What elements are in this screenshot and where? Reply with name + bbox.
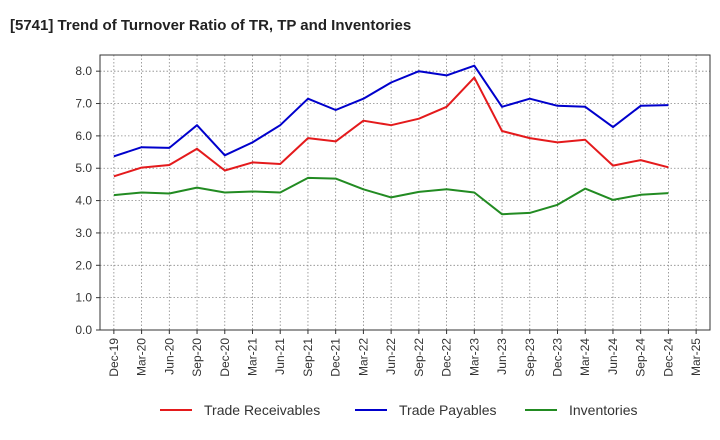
x-tick-label: Sep-24 — [634, 338, 648, 377]
x-tick-label: Dec-20 — [218, 338, 232, 377]
x-tick-label: Dec-22 — [440, 338, 454, 377]
legend-label: Trade Payables — [399, 402, 497, 418]
x-tick-label: Mar-22 — [356, 338, 370, 376]
y-tick-label: 2.0 — [75, 258, 92, 272]
x-tick-label: Mar-23 — [467, 338, 481, 376]
legend-label: Trade Receivables — [204, 402, 320, 418]
y-tick-label: 6.0 — [75, 129, 92, 143]
x-tick-label: Sep-22 — [412, 338, 426, 377]
x-tick-label: Sep-21 — [301, 338, 315, 377]
x-tick-label: Jun-20 — [162, 338, 176, 375]
x-tick-label: Jun-21 — [273, 338, 287, 375]
series-line-trade-payables — [113, 64, 669, 158]
x-tick-label: Mar-20 — [135, 338, 149, 376]
legend-label: Inventories — [569, 402, 637, 418]
plot-frame — [99, 54, 711, 331]
series-lines — [113, 64, 669, 216]
y-tick-label: 3.0 — [75, 226, 92, 240]
series-line-trade-receivables — [113, 76, 669, 178]
x-tick-label: Sep-23 — [523, 338, 537, 377]
y-tick-label: 0.0 — [75, 323, 92, 337]
x-tick-label: Dec-21 — [329, 338, 343, 377]
y-tick-label: 4.0 — [75, 194, 92, 208]
x-tick-label: Mar-21 — [246, 338, 260, 376]
y-tick-label: 1.0 — [75, 291, 92, 305]
chart-title: [5741] Trend of Turnover Ratio of TR, TP… — [10, 17, 411, 34]
y-tick-label: 8.0 — [75, 64, 92, 78]
grid — [100, 55, 710, 330]
x-tick-label: Mar-24 — [578, 338, 592, 376]
x-tick-label: Sep-20 — [190, 338, 204, 377]
series-line-inventories — [113, 176, 669, 216]
axes: 0.0 1.0 2.0 3.0 4.0 5.0 6.0 7.0 8.0 Dec-19 Mar-20 J… — [75, 54, 711, 377]
x-tick-label: Mar-25 — [689, 338, 703, 376]
x-tick-label: Jun-22 — [384, 338, 398, 375]
y-tick-label: 5.0 — [75, 161, 92, 175]
legend: Trade Receivables Trade Payables Inventori… — [160, 402, 637, 418]
x-tick-label: Dec-24 — [661, 338, 675, 377]
x-tick-label: Dec-23 — [551, 338, 565, 377]
x-tick-label: Jun-24 — [606, 338, 620, 375]
x-tick-label: Dec-19 — [107, 338, 121, 377]
y-tick-label: 7.0 — [75, 97, 92, 111]
x-tick-label: Jun-23 — [495, 338, 509, 375]
